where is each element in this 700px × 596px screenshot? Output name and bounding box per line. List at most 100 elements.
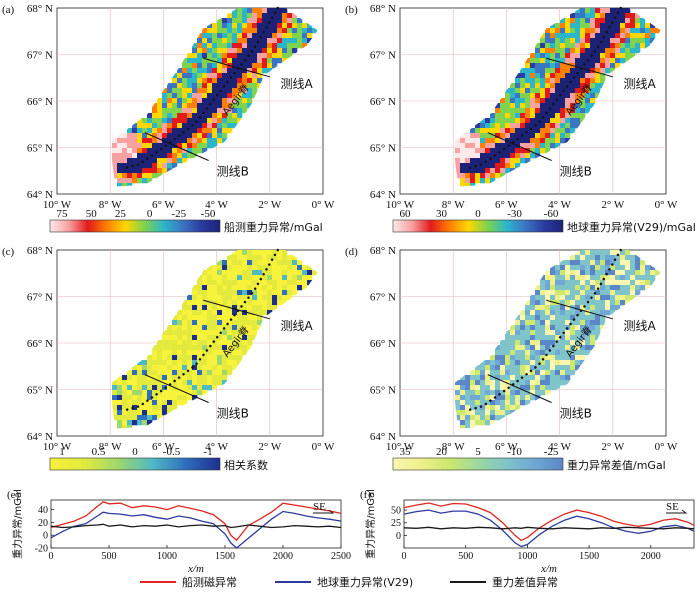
field-cell	[172, 78, 178, 84]
field-cell	[540, 113, 546, 119]
field-cell	[212, 113, 218, 119]
field-cell	[197, 73, 203, 79]
field-cell	[460, 410, 466, 416]
field-cell	[525, 108, 531, 114]
field-cell	[570, 275, 576, 281]
field-cell	[217, 360, 223, 366]
field-cell	[575, 83, 581, 89]
field-cell	[525, 390, 531, 396]
field-cell	[555, 38, 561, 44]
field-cell	[565, 260, 571, 266]
field-cell	[267, 275, 273, 281]
field-cell	[470, 370, 476, 376]
field-cell	[560, 123, 566, 129]
field-cell	[575, 270, 581, 276]
field-cell	[182, 340, 188, 346]
field-cell	[490, 128, 496, 134]
x-tick-label: 500	[102, 551, 117, 562]
field-cell	[510, 98, 516, 104]
field-cell	[485, 133, 491, 139]
field-cell	[207, 380, 213, 386]
field-cell	[247, 103, 253, 109]
field-cell	[540, 325, 546, 331]
field-cell	[192, 295, 198, 301]
panel-label: (c)	[2, 246, 15, 258]
field-cell	[212, 350, 218, 356]
field-cell	[247, 48, 253, 54]
field-cell	[192, 315, 198, 321]
field-cell	[525, 78, 531, 84]
field-cell	[585, 18, 591, 24]
field-cell	[242, 265, 248, 271]
field-cell	[550, 83, 556, 89]
field-cell	[605, 290, 611, 296]
field-cell	[530, 370, 536, 376]
field-cell	[232, 365, 238, 371]
field-cell	[127, 183, 133, 187]
field-cell	[177, 370, 183, 376]
field-cell	[112, 385, 118, 391]
field-cell	[147, 420, 153, 426]
field-cell	[465, 168, 471, 174]
field-cell	[600, 63, 606, 69]
field-cell	[212, 360, 218, 366]
x-tick-label: 0	[402, 551, 407, 562]
lat-tick-label: 65° N	[27, 385, 53, 397]
field-cell	[530, 385, 536, 391]
colorbar-tick-label: 0.5	[92, 446, 106, 458]
field-cell	[167, 113, 173, 119]
lon-tick-label: 6° W	[152, 441, 175, 453]
field-cell	[525, 118, 531, 124]
field-cell	[505, 350, 511, 356]
field-cell	[287, 295, 293, 301]
field-cell	[500, 148, 506, 154]
field-cell	[187, 335, 193, 341]
field-cell	[277, 260, 283, 266]
field-cell	[480, 380, 486, 386]
field-cell	[590, 73, 596, 79]
field-cell	[585, 260, 591, 266]
field-cell	[162, 360, 168, 366]
field-cell	[297, 43, 303, 49]
field-cell	[590, 18, 596, 24]
field-cell	[207, 385, 213, 391]
field-cell	[307, 270, 313, 276]
field-cell	[272, 300, 278, 306]
field-cell	[575, 28, 581, 34]
field-cell	[257, 315, 263, 321]
field-cell	[580, 290, 586, 296]
field-cell	[575, 250, 581, 256]
field-cell	[495, 395, 501, 401]
field-cell	[137, 370, 143, 376]
field-cell	[202, 365, 208, 371]
field-cell	[172, 118, 178, 124]
field-cell	[177, 340, 183, 346]
field-cell	[212, 330, 218, 336]
field-cell	[645, 28, 651, 34]
field-cell	[242, 255, 248, 261]
field-cell	[575, 58, 581, 64]
field-cell	[585, 255, 591, 261]
field-cell	[177, 148, 183, 154]
field-cell	[550, 365, 556, 371]
field-cell	[232, 93, 238, 99]
field-cell	[515, 345, 521, 351]
field-cell	[187, 133, 193, 139]
field-cell	[480, 163, 486, 169]
field-cell	[485, 360, 491, 366]
direction-arrow-icon	[313, 509, 335, 514]
field-cell	[282, 18, 288, 24]
field-cell	[515, 315, 521, 321]
field-cell	[237, 355, 243, 361]
field-cell	[157, 395, 163, 401]
field-cell	[232, 340, 238, 346]
field-cell	[177, 103, 183, 109]
field-cell	[192, 63, 198, 69]
field-cell	[575, 275, 581, 281]
field-cell	[192, 320, 198, 326]
field-cell	[227, 265, 233, 271]
field-cell	[475, 163, 481, 169]
field-cell	[530, 350, 536, 356]
field-cell	[585, 290, 591, 296]
field-cell	[112, 405, 118, 411]
